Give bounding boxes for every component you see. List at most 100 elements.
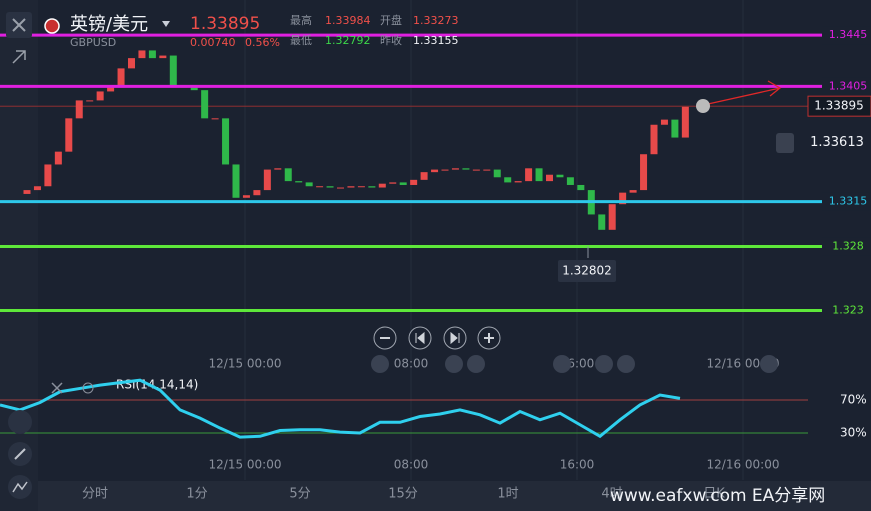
candle-body [681,106,689,138]
rsi-settings[interactable] [82,382,94,394]
dot-button[interactable] [760,355,778,373]
candle-body [504,177,512,183]
info-icon[interactable] [696,99,710,113]
candle-body [284,168,292,182]
candle-body [305,182,313,187]
end-icon [450,331,460,345]
rsi-close[interactable] [51,382,63,394]
candle-body [451,168,459,170]
tab[interactable]: 日K [703,487,725,502]
low: 1.32792 [325,34,371,47]
alert-button[interactable] [776,133,794,153]
price-tag [807,95,871,117]
candle-body [671,119,679,138]
candle-body [295,181,303,183]
candle-body [535,168,543,182]
symbol-code: GBPUSD [70,36,116,49]
level-tag [822,77,871,96]
flag-icon [44,18,60,34]
candle-body [514,181,522,183]
tab-bar [38,481,871,511]
candle-body [211,118,219,120]
low-marker-box [558,260,616,282]
dropdown-icon[interactable] [162,21,170,27]
level-tag [822,192,871,211]
tab[interactable]: 1分 [186,487,207,502]
time-label: 12/15 00:00 [209,357,282,371]
candle-body [201,90,209,119]
dot-button[interactable] [445,355,463,373]
price-tag-label: 1.33895 [814,99,864,113]
tab[interactable]: 15分 [388,487,418,502]
candle-body [253,190,261,196]
chart-icon [12,481,28,493]
candle-body [326,186,334,188]
dot-button[interactable] [595,355,613,373]
watermark: www.eafxw.com EA分享网 [610,486,825,506]
candle-body [232,164,240,198]
plus-icon [484,333,494,343]
rsi-line [0,378,681,439]
candle-body [54,151,62,165]
candle-body [431,169,439,173]
candle-body [138,50,146,59]
candle-body [368,186,376,188]
candle-body [556,174,564,178]
candle-body [337,187,344,189]
candle-body [316,186,324,188]
candle-body [357,186,365,188]
candle-body [399,182,407,185]
tab[interactable]: 分时 [82,487,108,502]
sidebar [0,0,38,511]
start-icon [415,331,425,345]
time-label: 16:00 [560,458,595,472]
candle-body [222,118,230,165]
expand-icon[interactable] [12,50,26,64]
small-buttons [371,355,778,373]
level-label: 1.3315 [829,195,868,208]
candle-body [159,55,167,59]
candle-body [33,186,41,191]
indicator-button[interactable] [8,410,32,434]
low-marker-label: 1.32802 [562,264,612,278]
dot-button[interactable] [371,355,389,373]
candle-body [96,91,104,101]
candle-body [148,50,156,59]
candle-body [577,184,585,191]
time-label: 08:00 [394,458,429,472]
rsi-level-label: 70% [840,393,867,407]
candle-body [410,179,418,185]
level-tag [822,301,871,320]
change-pct: 0.56% [245,36,280,49]
candle-body [117,68,125,88]
symbol-title[interactable]: 英镑/美元 [70,14,148,35]
candle-body [65,118,73,152]
low-label: 最低 [290,34,312,47]
high-label: 最高 [290,13,312,27]
dot-button[interactable] [617,355,635,373]
dot-button[interactable] [553,355,571,373]
candle-body [462,168,470,170]
level-tag [822,26,871,45]
tab[interactable]: 4时 [601,487,622,502]
prev-close: 1.33155 [413,34,459,47]
candle-body [420,172,428,180]
pen-icon [14,448,26,460]
candle-body [546,174,553,182]
candle-body [619,192,627,205]
prev-close-label: 昨收 [380,33,402,47]
candle-body [441,169,449,171]
candle-body [242,195,250,198]
zoom-controls [373,326,501,350]
candle-body [86,100,94,102]
time-label: 12/16 00:00 [707,458,780,472]
price-plot: 12/15 00:00 08:00 16:00 12/16 00:00 1.3445 1.… [0,0,871,480]
candle-body [472,169,480,171]
change: 0.00740 [190,36,236,49]
dot-button[interactable] [467,355,485,373]
level-label: 1.323 [832,304,864,317]
rsi-level-label: 30% [840,426,867,440]
tab[interactable]: 1时 [497,487,518,502]
tab[interactable]: 5分 [289,487,310,502]
